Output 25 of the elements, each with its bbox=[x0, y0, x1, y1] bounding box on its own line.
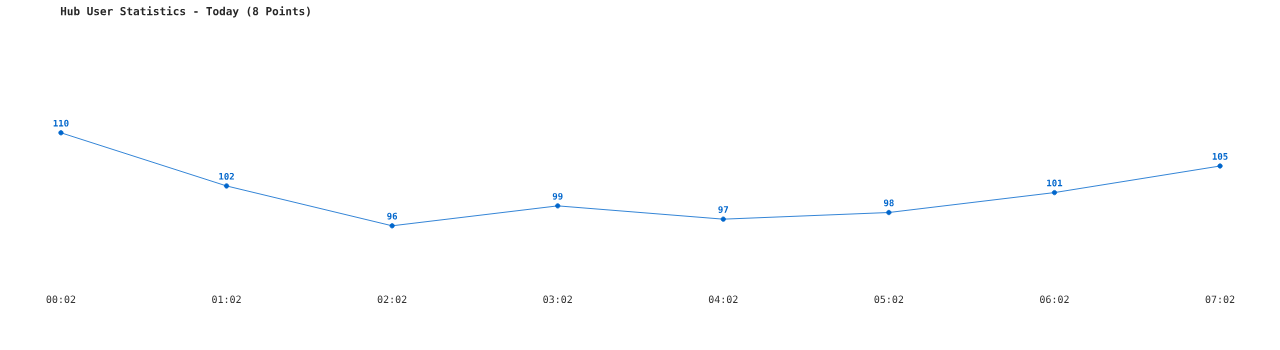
point bbox=[58, 130, 64, 136]
point bbox=[223, 183, 230, 189]
x-tick-label: 03:02 bbox=[543, 295, 572, 304]
data-label: 96 bbox=[387, 212, 398, 220]
x-tick-label: 05:02 bbox=[874, 295, 904, 304]
point bbox=[389, 223, 395, 229]
x-tick-label: 06:02 bbox=[1040, 295, 1069, 304]
data-label: 101 bbox=[1047, 179, 1063, 187]
point bbox=[1051, 189, 1058, 196]
point bbox=[720, 216, 726, 222]
x-tick-label: 01:02 bbox=[212, 295, 241, 304]
x-tick-label: 00:02 bbox=[46, 295, 76, 304]
x-tick-label: 02:02 bbox=[377, 295, 407, 304]
point bbox=[555, 203, 561, 209]
data-label: 97 bbox=[718, 206, 729, 213]
data-label: 102 bbox=[219, 172, 234, 180]
data-label: 99 bbox=[552, 192, 563, 200]
chart-title: Hub User Statistics - Today (8 Points) bbox=[60, 6, 310, 18]
x-tick-label: 07:02 bbox=[1205, 295, 1235, 304]
x-tick-label: 04:02 bbox=[708, 295, 738, 304]
point bbox=[1217, 163, 1223, 169]
data-label: 98 bbox=[883, 199, 894, 207]
data-label: 105 bbox=[1212, 153, 1228, 160]
data-label: 110 bbox=[53, 119, 69, 127]
point bbox=[886, 209, 892, 216]
